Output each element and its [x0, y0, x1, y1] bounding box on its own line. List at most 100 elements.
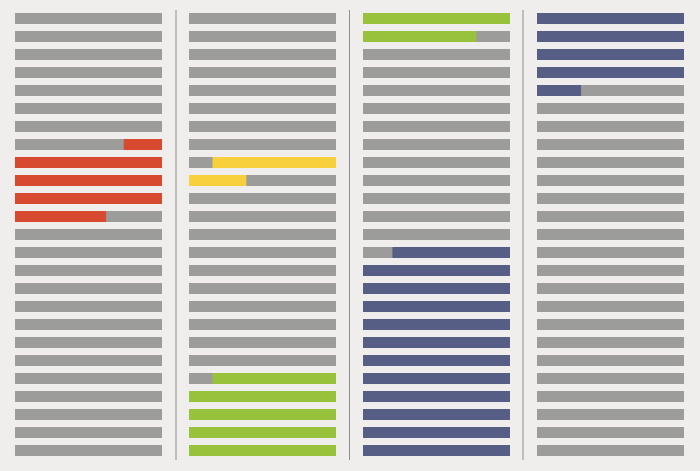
stripe — [363, 103, 510, 114]
stripe — [189, 193, 336, 204]
stripe — [537, 157, 684, 168]
stripe — [537, 319, 684, 330]
stripe — [363, 85, 510, 96]
stripe — [537, 85, 684, 96]
colored-segment — [189, 175, 247, 186]
stripe — [15, 427, 162, 438]
stripe — [189, 265, 336, 276]
stripe — [537, 121, 684, 132]
stripe — [189, 211, 336, 222]
colored-segment — [189, 427, 336, 438]
stripe — [537, 193, 684, 204]
stripe — [537, 337, 684, 348]
colored-segment — [363, 445, 510, 456]
stripe — [537, 427, 684, 438]
stripe — [363, 211, 510, 222]
stripe — [189, 121, 336, 132]
stripe — [15, 49, 162, 60]
stripe — [537, 355, 684, 366]
stripe — [189, 139, 336, 150]
colored-segment — [363, 283, 510, 294]
stripe — [15, 247, 162, 258]
stripe — [15, 31, 162, 42]
stripe — [537, 283, 684, 294]
colored-segment — [363, 31, 477, 42]
stripe — [189, 13, 336, 24]
stripe — [189, 283, 336, 294]
colored-segment — [212, 373, 336, 384]
stripe — [15, 13, 162, 24]
colored-segment — [537, 67, 684, 78]
colored-segment — [15, 193, 162, 204]
colored-segment — [537, 49, 684, 60]
colored-segment — [15, 175, 162, 186]
colored-segment — [363, 355, 510, 366]
stripe — [189, 175, 336, 186]
stripe — [537, 391, 684, 402]
stripe — [537, 229, 684, 240]
stripe — [537, 409, 684, 420]
stripe — [15, 319, 162, 330]
colored-segment — [15, 211, 107, 222]
stripe — [537, 103, 684, 114]
colored-segment — [363, 409, 510, 420]
stripe — [15, 355, 162, 366]
stripe — [363, 49, 510, 60]
colored-segment — [537, 13, 684, 24]
stripe — [189, 85, 336, 96]
stripe — [363, 175, 510, 186]
colored-segment — [363, 301, 510, 312]
stripe — [363, 121, 510, 132]
stripe — [15, 139, 162, 150]
stripe — [15, 337, 162, 348]
colored-segment — [363, 427, 510, 438]
stripe — [189, 337, 336, 348]
colored-segment — [392, 247, 510, 258]
colored-segment — [363, 391, 510, 402]
colored-segment — [212, 157, 336, 168]
stripe — [15, 301, 162, 312]
colored-segment — [363, 337, 510, 348]
stripe — [363, 139, 510, 150]
stripe — [537, 247, 684, 258]
colored-segment — [123, 139, 162, 150]
stripe — [189, 247, 336, 258]
colored-segment — [537, 85, 582, 96]
stripe — [189, 319, 336, 330]
colored-segment — [189, 445, 336, 456]
stripe — [189, 31, 336, 42]
stripe — [363, 193, 510, 204]
stripe — [15, 409, 162, 420]
colored-segment — [189, 409, 336, 420]
stripe — [15, 121, 162, 132]
stripe — [15, 373, 162, 384]
stripe — [189, 355, 336, 366]
colored-segment — [363, 13, 510, 24]
stripe — [363, 229, 510, 240]
stripe — [363, 157, 510, 168]
stripe — [15, 445, 162, 456]
stripe — [15, 391, 162, 402]
stripe — [537, 175, 684, 186]
stripe — [15, 265, 162, 276]
stripe — [189, 49, 336, 60]
stripe — [15, 229, 162, 240]
stripe — [15, 85, 162, 96]
stripe — [189, 67, 336, 78]
stripe — [537, 139, 684, 150]
colored-segment — [363, 373, 510, 384]
colored-segment — [363, 265, 510, 276]
stripe — [537, 445, 684, 456]
colored-segment — [537, 31, 684, 42]
stripe — [537, 265, 684, 276]
stripe — [537, 373, 684, 384]
stripe — [537, 211, 684, 222]
stripe — [15, 283, 162, 294]
stripe — [189, 103, 336, 114]
stripe — [15, 67, 162, 78]
stripe — [15, 103, 162, 114]
colored-segment — [363, 319, 510, 330]
colored-segment — [189, 391, 336, 402]
